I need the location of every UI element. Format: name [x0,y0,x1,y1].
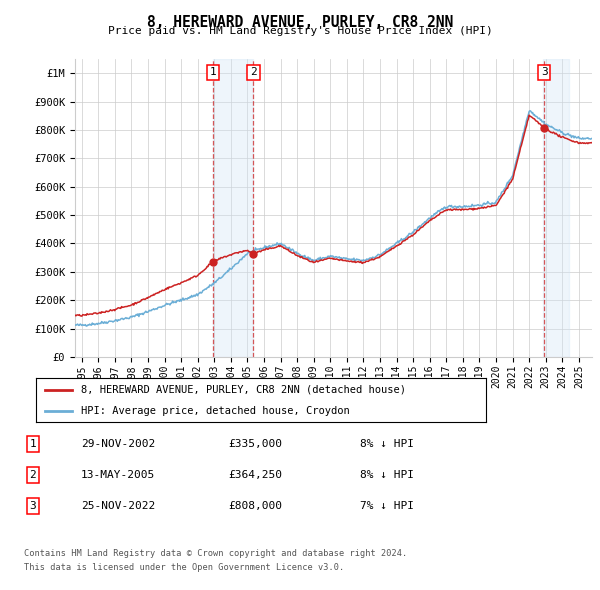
Text: 8% ↓ HPI: 8% ↓ HPI [360,470,414,480]
Text: 29-NOV-2002: 29-NOV-2002 [81,439,155,448]
Text: This data is licensed under the Open Government Licence v3.0.: This data is licensed under the Open Gov… [24,563,344,572]
Text: 1: 1 [29,439,37,448]
Text: 1: 1 [209,67,216,77]
Text: £364,250: £364,250 [228,470,282,480]
Text: 25-NOV-2022: 25-NOV-2022 [81,502,155,511]
Text: 13-MAY-2005: 13-MAY-2005 [81,470,155,480]
Bar [213,59,253,357]
Text: 3: 3 [29,502,37,511]
Text: £335,000: £335,000 [228,439,282,448]
Text: 7% ↓ HPI: 7% ↓ HPI [360,502,414,511]
Text: £808,000: £808,000 [228,502,282,511]
Text: 8% ↓ HPI: 8% ↓ HPI [360,439,414,448]
Text: 2: 2 [250,67,257,77]
Text: 2: 2 [29,470,37,480]
Bar [543,59,569,357]
Text: HPI: Average price, detached house, Croydon: HPI: Average price, detached house, Croy… [81,406,350,416]
Text: 8, HEREWARD AVENUE, PURLEY, CR8 2NN: 8, HEREWARD AVENUE, PURLEY, CR8 2NN [147,15,453,30]
Text: Price paid vs. HM Land Registry's House Price Index (HPI): Price paid vs. HM Land Registry's House … [107,26,493,36]
Text: 8, HEREWARD AVENUE, PURLEY, CR8 2NN (detached house): 8, HEREWARD AVENUE, PURLEY, CR8 2NN (det… [81,385,406,395]
Text: 3: 3 [541,67,548,77]
Text: Contains HM Land Registry data © Crown copyright and database right 2024.: Contains HM Land Registry data © Crown c… [24,549,407,558]
